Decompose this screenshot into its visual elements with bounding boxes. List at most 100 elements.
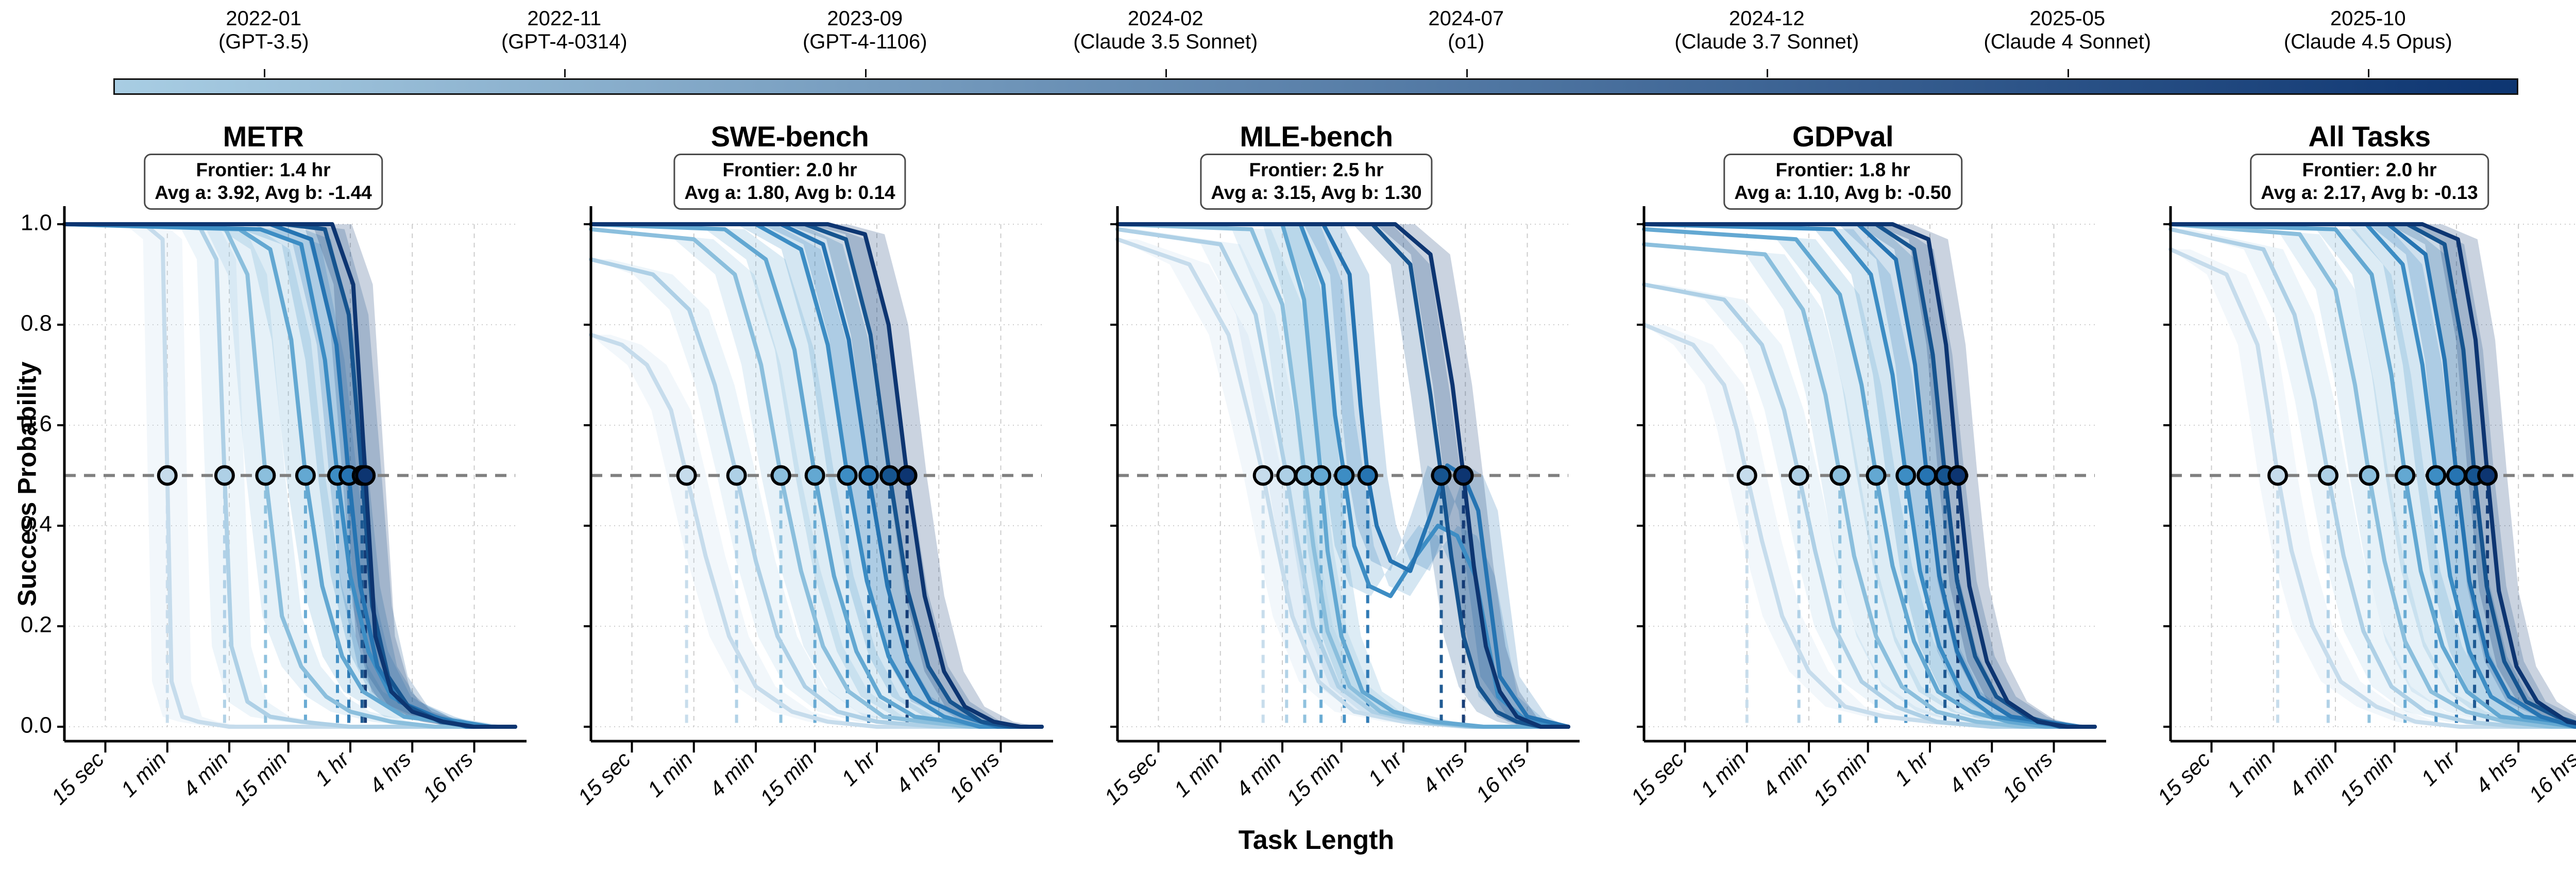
avg-coefficients: Avg a: 2.17, Avg b: -0.13 xyxy=(2261,181,2478,203)
h50-marker xyxy=(157,465,178,486)
y-axis-label: Success Probability xyxy=(12,361,42,607)
y-tick-label: 0.0 xyxy=(21,713,52,738)
x-tick-label: 4 hrs xyxy=(1944,747,1995,798)
x-tick-label: 4 hrs xyxy=(2470,747,2521,798)
colorbar-tick-date: 2023-09 xyxy=(827,7,903,30)
h50-marker xyxy=(1276,465,1297,486)
x-tick-label: 16 hrs xyxy=(418,747,478,807)
x-tick-label: 16 hrs xyxy=(1471,747,1531,807)
h50-marker xyxy=(896,465,918,486)
h50-marker xyxy=(1431,465,1452,486)
h50-droplines xyxy=(685,475,909,727)
x-tick-label: 1 hr xyxy=(1363,746,1408,791)
h50-marker xyxy=(2317,465,2338,486)
x-tick-label: 15 min xyxy=(1282,747,1345,810)
series-lines xyxy=(589,222,1044,729)
panel-mle-bench: MLE-bench Frontier: 2.5 hr Avg a: 3.15, Av… xyxy=(1053,93,1580,814)
x-axis-label: Task Length xyxy=(1238,825,1395,855)
colorbar-gradient-fill xyxy=(113,78,2518,95)
h50-marker xyxy=(1453,465,1474,486)
colorbar-tick-mark xyxy=(865,69,867,77)
colorbar-tick-model: (Claude 4 Sonnet) xyxy=(1984,30,2151,53)
x-tick-label: 1 hr xyxy=(310,746,354,791)
panel-title: MLE-bench xyxy=(1240,120,1393,153)
series-lines xyxy=(2168,222,2576,729)
series-line xyxy=(589,227,1044,729)
panel-title: GDPval xyxy=(1792,120,1894,153)
x-tick-label: 15 min xyxy=(1808,747,1871,810)
x-tick-label: 1 hr xyxy=(2416,746,2461,791)
h50-marker xyxy=(1334,465,1355,486)
x-tick-label: 1 min xyxy=(642,747,697,801)
colorbar-tick-mark xyxy=(1466,69,1468,77)
series-lines xyxy=(1642,222,2097,729)
panel-stats-box: Frontier: 2.0 hr Avg a: 1.80, Avg b: 0.14 xyxy=(673,154,906,210)
x-tick-label: 15 sec xyxy=(1626,747,1688,809)
series-line xyxy=(589,222,1044,729)
x-tick-label: 4 hrs xyxy=(1417,747,1468,798)
frontier-value: Frontier: 2.5 hr xyxy=(1249,159,1384,180)
colorbar-tick-model: (GPT-3.5) xyxy=(218,30,309,53)
avg-coefficients: Avg a: 3.15, Avg b: 1.30 xyxy=(1211,181,1422,203)
h50-markers xyxy=(157,465,376,486)
h50-marker xyxy=(1311,465,1332,486)
x-tick-label: 15 sec xyxy=(1099,747,1162,809)
panel-title: All Tasks xyxy=(2308,120,2431,153)
panel-all-tasks: All Tasks Frontier: 2.0 hr Avg a: 2.17, Av… xyxy=(2106,93,2576,814)
h50-marker xyxy=(2477,465,2498,486)
colorbar-tick-label: 2022-01 (GPT-3.5) xyxy=(218,7,309,54)
series-line xyxy=(1115,222,1570,729)
h50-marker xyxy=(2267,465,2289,486)
series-line xyxy=(1115,222,1570,729)
series-line xyxy=(2168,222,2576,729)
h50-marker xyxy=(770,465,791,486)
h50-marker xyxy=(804,465,825,486)
colorbar-tick-date: 2025-10 xyxy=(2330,7,2406,30)
series-line xyxy=(2168,227,2576,729)
colorbar-tick-date: 2022-11 xyxy=(527,7,602,30)
x-tick-label: 1 min xyxy=(2222,747,2277,801)
panel-title: METR xyxy=(223,120,304,153)
h50-marker xyxy=(1788,465,1809,486)
panel-title: SWE-bench xyxy=(710,120,869,153)
frontier-value: Frontier: 2.0 hr xyxy=(2302,159,2437,180)
colorbar-tick-label: 2024-12 (Claude 3.7 Sonnet) xyxy=(1674,7,1859,54)
x-tick-label: 4 min xyxy=(1231,747,1286,801)
series-line xyxy=(589,222,1044,729)
x-tick-label: 16 hrs xyxy=(2524,747,2576,807)
y-tick-label: 0.6 xyxy=(21,411,52,437)
h50-marker xyxy=(1866,465,1887,486)
colorbar-tick-date: 2022-01 xyxy=(226,7,302,30)
x-tick-label: 4 hrs xyxy=(364,747,415,798)
series-line xyxy=(1642,227,2097,729)
y-tick-label: 0.4 xyxy=(21,512,52,537)
h50-markers xyxy=(676,465,918,486)
panel-stats-box: Frontier: 1.8 hr Avg a: 1.10, Avg b: -0.5… xyxy=(1723,154,1962,210)
x-tick-label: 4 min xyxy=(705,747,759,801)
x-tick-label: 1 hr xyxy=(1890,746,1934,791)
colorbar-tick-model: (GPT-4-1106) xyxy=(802,30,927,53)
avg-coefficients: Avg a: 3.92, Avg b: -1.44 xyxy=(155,181,372,203)
panel-metr: METR Frontier: 1.4 hr Avg a: 3.92, Avg b: … xyxy=(0,93,527,814)
x-tick-label: 15 sec xyxy=(46,747,109,809)
x-tick-label: 1 min xyxy=(1696,747,1750,801)
h50-markers xyxy=(2267,465,2498,486)
series-line xyxy=(1642,222,2097,729)
x-tick-label: 1 hr xyxy=(837,746,881,791)
h50-marker xyxy=(1357,465,1378,486)
panel-stats-box: Frontier: 2.0 hr Avg a: 2.17, Avg b: -0.1… xyxy=(2250,154,2489,210)
series-line xyxy=(62,222,517,729)
h50-marker xyxy=(676,465,697,486)
series-line xyxy=(2168,222,2576,729)
h50-marker xyxy=(879,465,900,486)
x-tick-label: 16 hrs xyxy=(944,747,1004,807)
h50-marker xyxy=(837,465,858,486)
colorbar-tick-date: 2024-12 xyxy=(1728,7,1805,30)
colorbar-tick-label: 2022-11 (GPT-4-0314) xyxy=(501,7,628,54)
h50-marker xyxy=(2395,465,2416,486)
series-line xyxy=(62,222,517,729)
